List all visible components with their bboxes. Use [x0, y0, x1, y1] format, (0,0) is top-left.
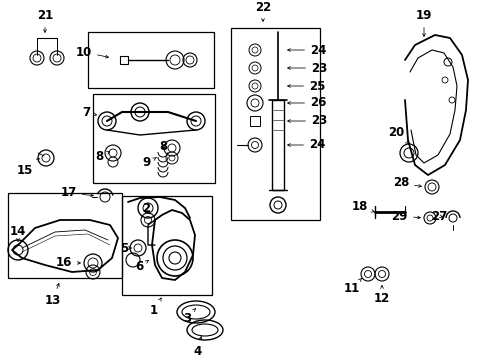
Text: 15: 15	[17, 158, 39, 176]
Text: 9: 9	[142, 157, 156, 170]
Text: 13: 13	[45, 283, 61, 307]
Text: 6: 6	[135, 260, 148, 274]
Text: 8: 8	[160, 139, 168, 153]
Text: 16: 16	[56, 256, 80, 270]
Bar	[122, 196, 212, 295]
Text: 10: 10	[76, 45, 108, 58]
Text: 1: 1	[149, 298, 161, 316]
Bar	[8, 193, 122, 278]
Text: 19: 19	[415, 9, 431, 36]
Text: 23: 23	[287, 114, 326, 127]
Bar	[88, 32, 214, 88]
Text: 28: 28	[392, 176, 421, 189]
Text: 18: 18	[351, 201, 373, 213]
Bar	[120, 56, 128, 64]
Text: 24: 24	[287, 139, 325, 152]
Text: 29: 29	[391, 210, 420, 222]
Text: 20: 20	[387, 126, 408, 144]
Text: 21: 21	[37, 9, 53, 32]
Text: 22: 22	[254, 1, 270, 21]
Text: 5: 5	[120, 242, 131, 255]
Text: 25: 25	[287, 80, 325, 93]
Bar	[93, 94, 215, 183]
Text: 23: 23	[287, 62, 326, 75]
Text: 24: 24	[287, 44, 325, 57]
Text: 3: 3	[183, 308, 195, 324]
Text: 27: 27	[430, 210, 446, 222]
Text: 14: 14	[10, 225, 26, 241]
Bar	[271, 100, 284, 190]
Text: 7: 7	[81, 105, 96, 118]
Text: 8: 8	[95, 150, 109, 163]
Text: 12: 12	[373, 285, 389, 305]
Bar	[249, 116, 260, 126]
Text: 4: 4	[193, 337, 202, 358]
Text: 26: 26	[287, 96, 325, 109]
Bar	[230, 28, 319, 220]
Text: 17: 17	[61, 186, 93, 199]
Text: 11: 11	[343, 279, 361, 294]
Text: 2: 2	[142, 202, 150, 215]
